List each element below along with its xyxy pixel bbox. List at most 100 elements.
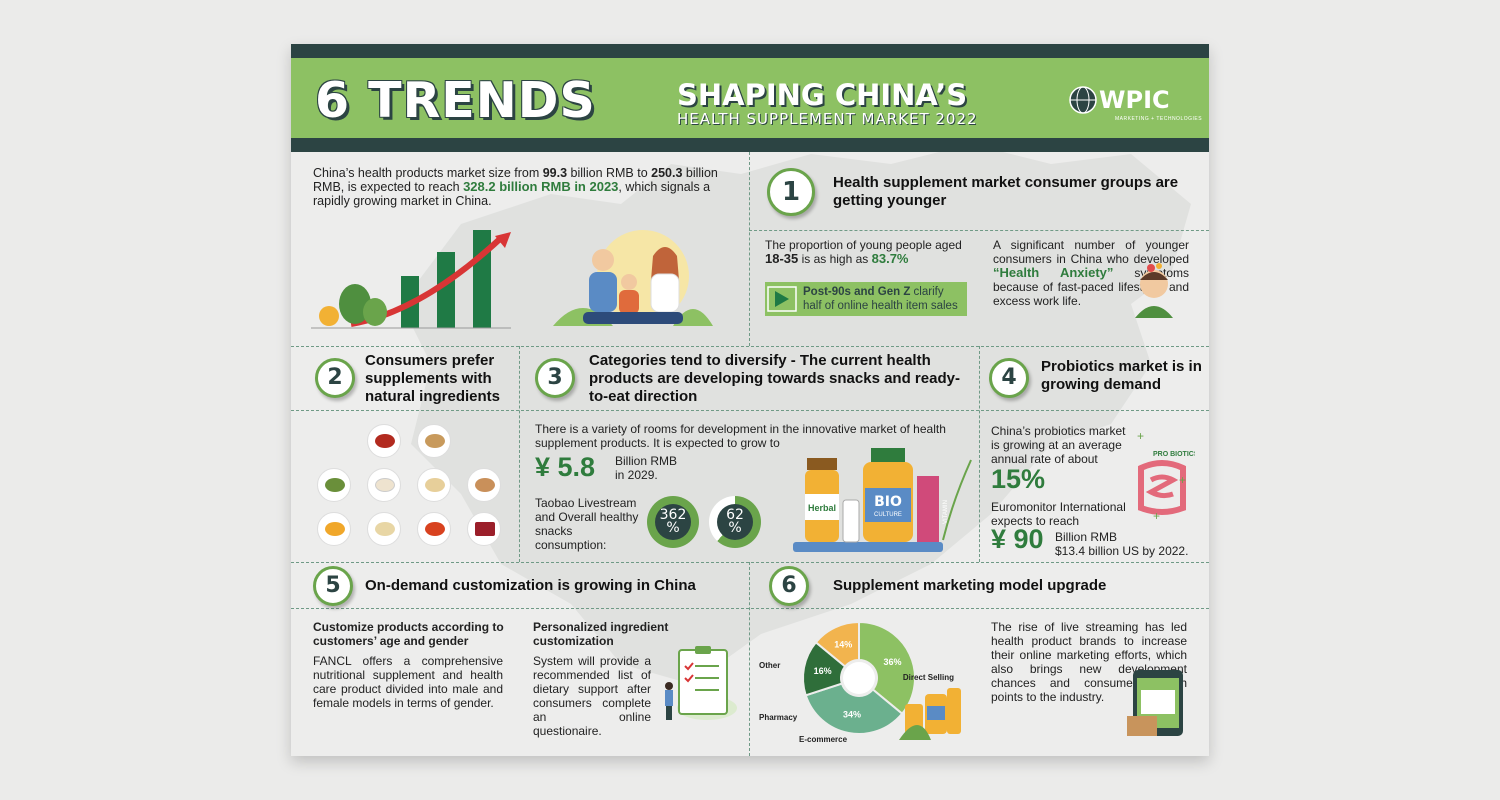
divider — [749, 230, 1209, 231]
trend-4-title: Probiotics market is in growing demand — [1041, 358, 1202, 393]
ingredient-herb-icon — [317, 468, 351, 502]
trend-2-number: 2 — [315, 358, 355, 398]
trend-3-title: Categories tend to diversify - The curre… — [589, 352, 960, 405]
trend-6-number: 6 — [769, 566, 809, 606]
ring-362: 362% — [647, 496, 699, 548]
logo-text: WPIC — [1099, 86, 1170, 114]
forecast-year: in 2029. — [615, 468, 658, 482]
pie-center — [843, 662, 875, 694]
svg-text:+: + — [1179, 473, 1186, 487]
pie-slice-e-commerce — [804, 682, 904, 735]
supplement-bottles-illustration: Herbal BIO CULTURE VITAMIN — [793, 448, 972, 552]
anxious-person-icon — [1135, 263, 1173, 318]
trend-1-proportion: The proportion of young people aged 18-35… — [765, 238, 962, 266]
title-big: 6 TRENDS — [315, 72, 596, 129]
ring-pct-sign: % — [666, 520, 680, 536]
pie-value-label: 14% — [834, 640, 852, 650]
ring-62: 62% — [709, 496, 761, 548]
trend-3-number: 3 — [535, 358, 575, 398]
probiotics-label: PRO BIOTICS — [1153, 451, 1195, 458]
banner-rest: clarify half of online health item sales — [803, 286, 958, 312]
divider — [291, 562, 1209, 563]
ingredient-ginseng-icon — [367, 512, 401, 546]
family-illustration — [553, 230, 713, 326]
ring-pct-sign: % — [728, 520, 742, 536]
divider — [749, 152, 750, 346]
divider — [979, 346, 980, 562]
trend-3-forecast: ¥ 5.8 Billion RMB in 2029. — [535, 452, 715, 486]
play-icon — [767, 286, 797, 312]
money-bag-icon — [311, 232, 511, 329]
bottle-bio: BIO — [874, 494, 902, 510]
trend-4-text-1: China’s probiotics market is growing at … — [991, 424, 1126, 466]
ingredient-garlic-icon — [367, 468, 401, 502]
ingredient-walnut-icon — [417, 424, 451, 458]
ingredient-saffron-icon — [417, 512, 451, 546]
ring-value: 62 — [726, 507, 744, 523]
trend-4-unit: Billion RMB — [1055, 530, 1118, 544]
divider — [519, 346, 520, 562]
pie-category-label: Direct Selling — [903, 673, 954, 682]
trend-4-text-2: Euromonitor International expects to rea… — [991, 500, 1126, 528]
trend-5-col1-head: Customize products according to customer… — [313, 620, 504, 648]
trend-2-title: Consumers prefer supplements with natura… — [365, 352, 501, 405]
logo-tagline: MARKETING + TECHNOLOGIES — [1115, 116, 1203, 122]
natural-ingredients-grid — [311, 420, 511, 555]
trend-1-banner: Post-90s and Gen Z clarify half of onlin… — [765, 282, 967, 316]
trend-4-big-value: ¥ 90 — [991, 524, 1044, 554]
svg-text:+: + — [1137, 429, 1144, 443]
header-banner: 6 TRENDS SHAPING CHINA’S HEALTH SUPPLEME… — [291, 58, 1209, 138]
trend-4-pct: 15% — [991, 464, 1046, 494]
trend-5-col2-head: Personalized ingredient customization — [533, 620, 669, 648]
live-stream-phone-icon — [1127, 670, 1183, 736]
trend-3-taobao: Taobao Livestream and Overall healthy sn… — [535, 496, 639, 552]
bottle-herbal: Herbal — [808, 503, 836, 513]
growth-bar — [437, 252, 455, 328]
title-subtitle: HEALTH SUPPLEMENT MARKET 2022 — [677, 110, 978, 128]
pie-value-label: 36% — [883, 657, 901, 667]
trend-5-col1-body: FANCL offers a comprehensive nutritional… — [313, 654, 503, 710]
intro-text: China’s health products market size from… — [313, 166, 718, 208]
svg-text:+: + — [1153, 509, 1160, 520]
mini-supplements-icon — [899, 688, 961, 740]
ingredient-grain-icon — [417, 468, 451, 502]
banner-bold: Post-90s and Gen Z — [803, 286, 911, 298]
pie-slice-other — [814, 620, 860, 668]
divider — [291, 346, 1209, 347]
ingredient-dates-icon — [367, 424, 401, 458]
title-right: SHAPING CHINA’S — [677, 78, 968, 112]
pie-category-label: Other — [759, 661, 780, 670]
ingredient-honey-icon — [317, 512, 351, 546]
ingredient-root-icon — [467, 468, 501, 502]
divider — [291, 608, 1209, 609]
globe-icon — [1069, 86, 1097, 114]
trend-4-number: 4 — [989, 358, 1029, 398]
pie-value-label: 16% — [814, 666, 832, 676]
growth-chart-illustration — [311, 224, 511, 330]
header-top-band — [291, 44, 1209, 58]
forecast-value: ¥ 5.8 — [535, 452, 596, 482]
trend-4-usd: $13.4 billion US by 2022. — [1055, 544, 1189, 558]
trend-6-title: Supplement marketing model upgrade — [833, 577, 1107, 594]
trend-5-title: On-demand customization is growing in Ch… — [365, 577, 696, 594]
trend-5-number: 5 — [313, 566, 353, 606]
checklist-icon — [665, 646, 737, 720]
wpic-logo: WPIC MARKETING + TECHNOLOGIES — [1069, 84, 1202, 130]
pie-category-label: E-commerce — [799, 735, 848, 744]
infographic-sheet: 6 TRENDS SHAPING CHINA’S HEALTH SUPPLEME… — [291, 44, 1209, 756]
divider — [749, 562, 750, 756]
trend-1-title: Health supplement market consumer groups… — [833, 174, 1179, 209]
marketing-channel-pie-chart: 36%Direct Selling 34% E-commerce 16% Pharmac… — [759, 620, 954, 744]
bottle-vitamin: VITAMIN — [943, 500, 949, 524]
ingredient-tea-box-icon — [467, 512, 501, 546]
intestine-icon: PRO BIOTICS + + + — [1137, 429, 1195, 520]
pie-slice-direct-selling — [858, 620, 916, 716]
pie-value-label: 34% — [843, 709, 861, 719]
bottle-bio-sub: CULTURE — [874, 512, 902, 518]
trend-3-intro: There is a variety of rooms for developm… — [535, 422, 946, 450]
divider — [291, 410, 1209, 411]
trend-5-col2-body: System will provide a recommended list o… — [533, 654, 651, 738]
ring-value: 362 — [659, 507, 687, 523]
pie-category-label: Pharmacy — [759, 713, 798, 722]
header-bottom-band — [291, 138, 1209, 152]
